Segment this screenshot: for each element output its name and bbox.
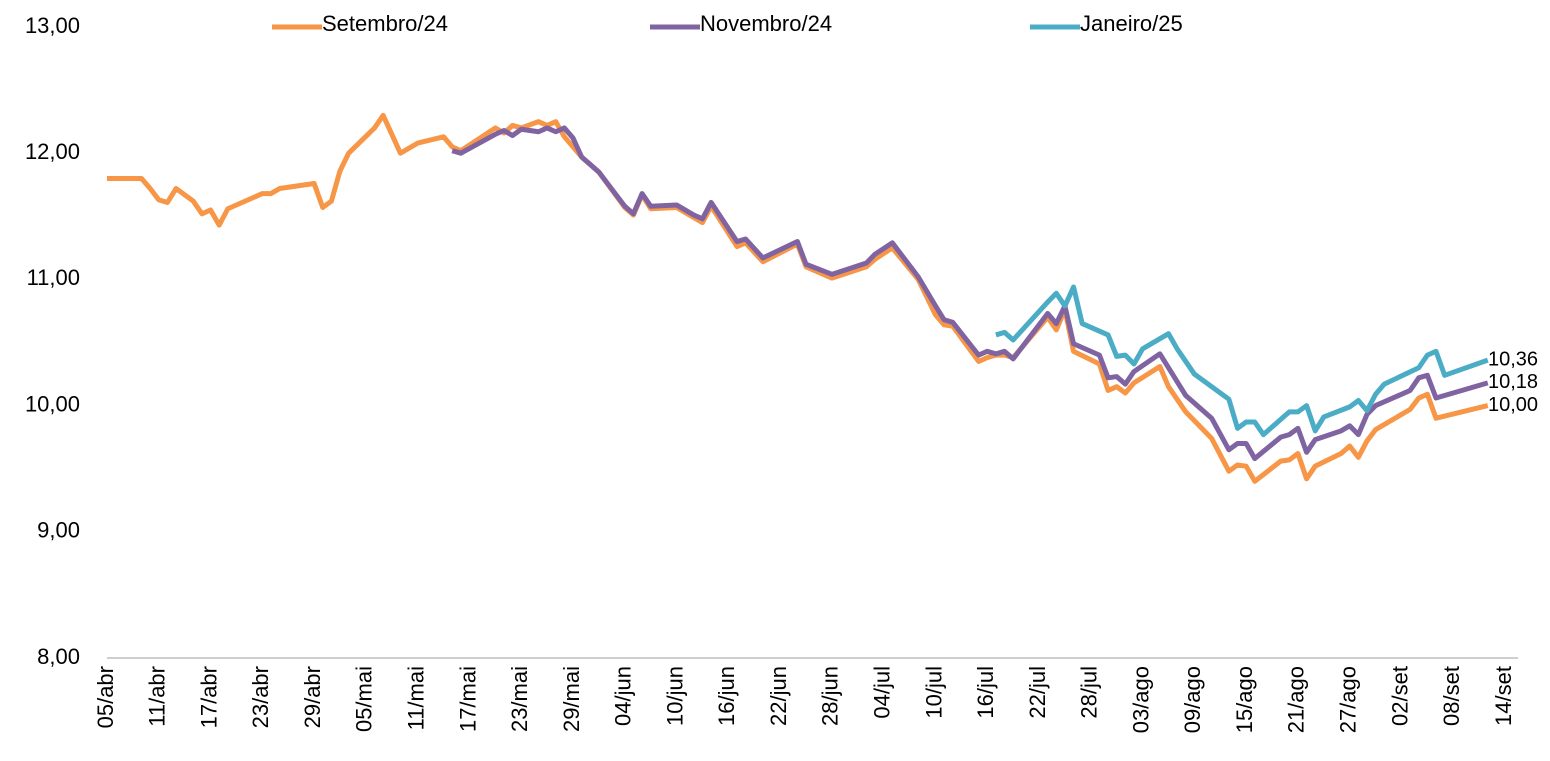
y-tick-label: 9,00	[37, 518, 80, 543]
x-tick-label: 10/jun	[662, 666, 687, 726]
x-tick-label: 16/jun	[714, 666, 739, 726]
y-tick-label: 8,00	[37, 644, 80, 669]
x-tick-label: 04/jun	[611, 666, 636, 726]
x-tick-label: 17/abr	[196, 666, 221, 728]
x-tick-label: 08/set	[1439, 666, 1464, 726]
x-tick-label: 23/abr	[248, 666, 273, 728]
x-tick-label: 17/mai	[455, 666, 480, 732]
legend-label: Setembro/24	[322, 11, 448, 36]
end-label: 10,00	[1488, 394, 1538, 416]
x-tick-label: 10/jul	[921, 666, 946, 719]
legend-label: Janeiro/25	[1080, 11, 1183, 36]
x-tick-label: 14/set	[1491, 666, 1516, 726]
x-tick-label: 22/jul	[1025, 666, 1050, 719]
x-tick-label: 22/jun	[766, 666, 791, 726]
y-tick-label: 11,00	[27, 265, 80, 290]
x-tick-label: 02/set	[1387, 666, 1412, 726]
x-tick-label: 21/ago	[1284, 666, 1309, 733]
y-tick-label: 10,00	[25, 391, 80, 416]
x-tick-label: 23/mai	[507, 666, 532, 732]
x-tick-label: 05/abr	[93, 666, 118, 728]
x-tick-label: 27/ago	[1336, 666, 1361, 733]
y-tick-label: 12,00	[25, 139, 80, 164]
x-tick-label: 29/abr	[300, 666, 325, 728]
line	[107, 112, 1489, 484]
x-tick-label: 16/jul	[973, 666, 998, 719]
x-tick-label: 11/abr	[145, 666, 170, 727]
x-tick-label: 28/jul	[1077, 666, 1102, 719]
x-tick-label: 04/jul	[870, 666, 895, 719]
x-tick-label: 29/mai	[559, 666, 584, 732]
x-tick-label: 05/mai	[352, 666, 377, 732]
x-tick-label: 09/ago	[1180, 666, 1205, 733]
x-tick-label: 03/ago	[1128, 666, 1153, 733]
line	[995, 284, 1489, 438]
x-tick-label: 11/mai	[403, 666, 428, 730]
x-tick-label: 15/ago	[1232, 666, 1257, 733]
x-tick-label: 28/jun	[818, 666, 843, 726]
end-label: 10,18	[1488, 371, 1538, 393]
legend-label: Novembro/24	[700, 11, 832, 36]
end-label: 10,36	[1488, 348, 1538, 370]
y-tick-label: 13,00	[25, 13, 80, 38]
line	[451, 125, 1489, 462]
